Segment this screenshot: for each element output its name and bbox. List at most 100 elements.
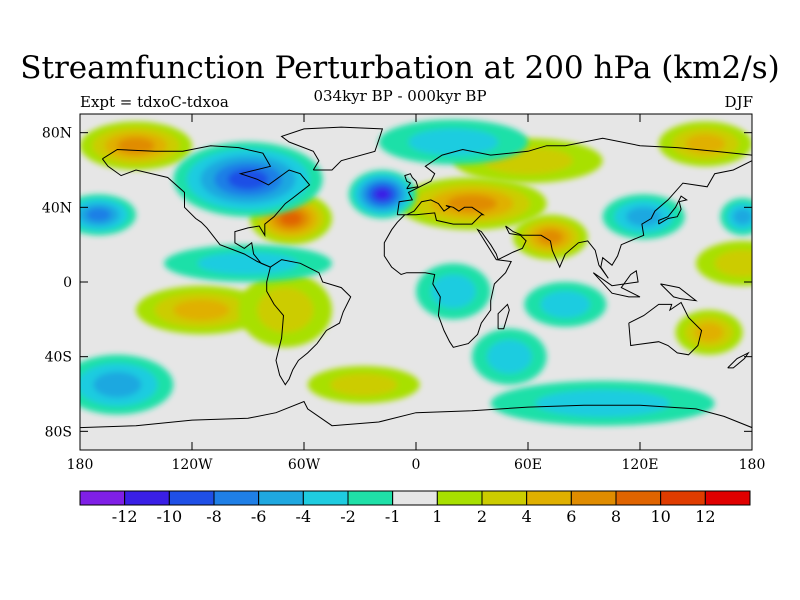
season-label: DJF <box>724 93 753 111</box>
colorbar-label: 8 <box>611 507 621 526</box>
chart-subtitle: 034kyr BP - 000kyr BP <box>313 87 487 105</box>
field-anomaly-2 <box>397 177 547 230</box>
field-contour <box>257 287 314 333</box>
field-contour <box>694 322 724 342</box>
field-anomaly-12 <box>173 142 323 217</box>
field-anomaly-21 <box>490 380 715 426</box>
field-contour <box>535 389 670 417</box>
field-anomaly-7 <box>675 310 743 355</box>
colorbar-swatch <box>570 490 617 506</box>
x-tick-label: 60W <box>288 457 321 473</box>
colorbar-label: -8 <box>206 507 222 526</box>
coastline-britain <box>404 173 419 190</box>
colorbar: -12 -10 -8 -6 -4 -2 -1 1 2 4 6 8 10 12 <box>79 490 751 526</box>
colorbar-label: -1 <box>385 507 401 526</box>
x-tick-label: 180 <box>67 457 94 473</box>
colorbar-label: -4 <box>296 507 312 526</box>
colorbar-swatch <box>392 490 438 506</box>
field-contour <box>447 194 497 213</box>
field-contour <box>173 299 230 321</box>
field-anomaly-13 <box>80 194 136 236</box>
field-contour <box>93 371 142 398</box>
colorbar-label: -10 <box>156 507 182 526</box>
coastline-antarctica <box>80 400 752 429</box>
colorbar-swatch <box>481 490 528 506</box>
field-contour <box>540 290 590 318</box>
colorbar-swatch <box>347 490 394 506</box>
colorbar-swatch <box>615 490 662 506</box>
coastline-south-america <box>266 259 352 386</box>
field-contour <box>430 274 476 309</box>
field-anomaly-10 <box>238 272 332 348</box>
field-anomaly-20 <box>416 263 491 320</box>
field-anomaly-8 <box>307 366 420 404</box>
x-tick-label: 120E <box>622 457 659 473</box>
coastline-madagascar <box>497 303 510 330</box>
y-tick-label: 0 <box>63 275 72 291</box>
x-tick-label: 120W <box>171 457 213 473</box>
latitude-axis: 80N 40N 0 40S 80S <box>42 126 752 440</box>
colorbar-swatch <box>79 490 126 506</box>
chart-title: Streamfunction Perturbation at 200 hPa (… <box>20 50 780 86</box>
longitude-axis: 180 120W 60W 0 60E 120E 180 <box>67 114 766 473</box>
field-contour <box>279 211 303 226</box>
field-contour <box>86 207 112 222</box>
field-contour <box>685 134 726 154</box>
x-tick-label: 180 <box>739 457 766 473</box>
field-anomaly-22 <box>472 328 547 385</box>
colorbar-swatch <box>213 490 260 506</box>
field-contour <box>733 208 752 225</box>
field-anomaly-17 <box>524 282 607 327</box>
colorbar-label: -6 <box>251 507 267 526</box>
colorbar-swatch <box>124 490 170 506</box>
coastline-new-guinea <box>660 283 698 302</box>
field-anomaly-11 <box>348 170 416 219</box>
y-tick-label: 40N <box>42 200 72 216</box>
field-anomaly-9 <box>696 240 752 286</box>
coastline-eurasia-africa <box>383 137 752 348</box>
colorbar-label: 1 <box>432 507 442 526</box>
field-anomaly-16 <box>378 119 528 165</box>
field-anomaly-18 <box>164 244 332 282</box>
y-tick-label: 40S <box>45 350 72 366</box>
field-contour <box>626 207 662 227</box>
field-contour <box>197 252 299 275</box>
x-tick-label: 0 <box>412 457 421 473</box>
field-contour <box>408 128 499 156</box>
field-contour <box>374 188 391 200</box>
coastline-north-america <box>101 145 311 268</box>
y-tick-label: 80N <box>42 126 72 142</box>
field-contour <box>486 339 532 374</box>
field-anomaly-4 <box>658 121 752 167</box>
colorbar-label: -2 <box>340 507 356 526</box>
coastline-greenland <box>280 126 384 171</box>
field-contour <box>227 169 269 190</box>
field-anomaly-1 <box>80 121 192 170</box>
colorbar-swatch <box>302 490 349 506</box>
coastline-new-zealand <box>727 351 750 369</box>
field-contour <box>537 229 563 245</box>
coastline-australia <box>628 301 703 356</box>
colorbar-label: -12 <box>112 507 138 526</box>
colorbar-label: 4 <box>522 507 532 526</box>
colorbar-label: 6 <box>566 507 576 526</box>
field-anomaly-19 <box>80 354 174 415</box>
field-anomaly-6 <box>136 285 267 335</box>
colorbar-swatch <box>660 490 706 506</box>
colorbar-swatch <box>258 490 304 506</box>
coastlines <box>80 126 752 429</box>
coastline-indonesia <box>592 269 641 298</box>
field-anomaly-3 <box>513 214 588 260</box>
coastline-japan <box>658 195 688 225</box>
streamfunction-field <box>80 119 752 426</box>
map-panel <box>79 113 753 451</box>
colorbar-swatch <box>526 490 572 506</box>
x-tick-label: 60E <box>514 457 542 473</box>
field-contour <box>330 373 398 396</box>
colorbar-swatch <box>704 490 751 506</box>
field-contour <box>714 249 752 277</box>
colorbar-label: 10 <box>650 507 670 526</box>
colorbar-label: 2 <box>477 507 487 526</box>
colorbar-label: 12 <box>695 507 715 526</box>
field-anomaly-14 <box>602 194 685 240</box>
